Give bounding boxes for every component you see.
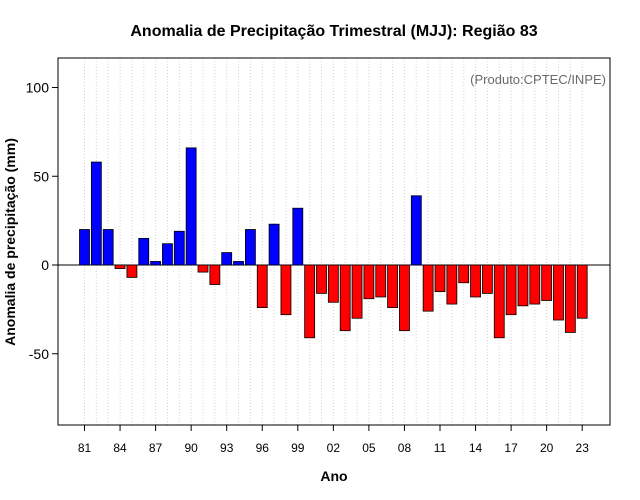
- x-tick-label: 87: [149, 441, 163, 455]
- x-tick-label: 99: [291, 441, 305, 455]
- bars: [79, 147, 588, 339]
- bar-1981: [79, 229, 90, 266]
- bar-1991: [197, 264, 209, 273]
- bar-1986: [138, 237, 150, 266]
- bar-2019: [529, 264, 541, 305]
- x-tick-label: 11: [434, 441, 447, 455]
- x-tick-label: 23: [576, 441, 590, 455]
- x-tick-label: 81: [78, 441, 92, 455]
- bar-2005: [363, 264, 375, 300]
- x-tick-label: 17: [504, 441, 518, 455]
- bar-2004: [351, 264, 363, 319]
- bar-2008: [399, 264, 410, 332]
- x-tick-label: 90: [184, 441, 198, 455]
- x-tick-label: 05: [362, 441, 376, 455]
- bar-1984: [114, 264, 126, 269]
- y-axis-label: Anomalia de precipitação (mm): [2, 138, 18, 346]
- x-tick-label: 08: [398, 441, 412, 455]
- bar-2010: [422, 264, 434, 312]
- bar-2018: [517, 264, 529, 307]
- bar-1990: [185, 147, 197, 266]
- y-axis: -50 0 50 100: [26, 80, 58, 362]
- y-tick-label: -50: [29, 346, 49, 362]
- bar-2016: [493, 264, 505, 339]
- bar-1987: [150, 261, 162, 266]
- bar-2000: [304, 264, 316, 339]
- x-tick-label: 20: [540, 441, 554, 455]
- chart-title: Anomalia de Precipitação Trimestral (MJJ…: [130, 23, 537, 40]
- bar-2022: [564, 264, 576, 333]
- bar-2013: [458, 264, 470, 284]
- bar-2011: [434, 264, 446, 293]
- bar-1997: [268, 223, 280, 266]
- bar-1996: [256, 264, 268, 308]
- x-tick-label: 96: [256, 441, 270, 455]
- bar-1989: [173, 230, 185, 266]
- x-axis: 81 84 87 90 93 96 99 02 05 08 11 14 17 20 23: [78, 425, 589, 455]
- bar-2014: [470, 264, 481, 298]
- bar-2020: [541, 264, 553, 301]
- bar-1999: [292, 207, 304, 266]
- bar-2001: [316, 264, 327, 294]
- y-tick-label: 50: [33, 168, 49, 184]
- bar-1985: [126, 264, 138, 278]
- bar-1992: [209, 264, 221, 285]
- bar-1982: [90, 161, 102, 266]
- x-tick-label: 84: [113, 441, 127, 455]
- bar-2023: [576, 264, 588, 319]
- bar-1998: [280, 264, 292, 316]
- bar-2012: [446, 264, 458, 305]
- plot-frame: [57, 57, 611, 426]
- bar-1993: [221, 252, 233, 266]
- bar-2015: [481, 264, 493, 294]
- bar-2006: [375, 264, 387, 298]
- x-tick-label: 93: [220, 441, 234, 455]
- bar-2003: [339, 264, 351, 332]
- grid-lines: [84, 58, 583, 425]
- bar-1983: [102, 229, 114, 266]
- source-note: (Produto:CPTEC/INPE): [470, 72, 606, 87]
- x-tick-label: 02: [327, 441, 341, 455]
- x-axis-label: Ano: [320, 468, 347, 484]
- bar-2002: [327, 264, 339, 303]
- bar-2017: [505, 264, 517, 316]
- bar-2007: [387, 264, 399, 308]
- x-tick-label: 14: [469, 441, 483, 455]
- bar-1994: [233, 261, 244, 266]
- bar-1995: [244, 229, 256, 266]
- y-tick-label: 0: [41, 257, 49, 273]
- bar-2021: [553, 264, 564, 321]
- bar-1988: [162, 243, 173, 266]
- y-tick-label: 100: [26, 80, 50, 96]
- bar-2009: [410, 195, 422, 266]
